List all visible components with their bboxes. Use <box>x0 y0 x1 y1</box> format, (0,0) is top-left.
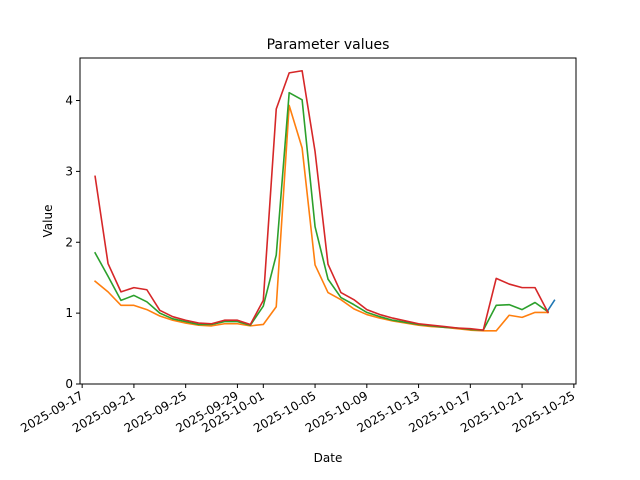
y-axis: 0 1 2 3 4 <box>65 94 80 391</box>
plot-frame <box>79 57 577 385</box>
y-tick-label: 1 <box>65 306 73 320</box>
y-tick-label: 3 <box>65 164 73 178</box>
series-line-1 <box>546 299 556 312</box>
series-layer <box>93 69 556 332</box>
series-line-2 <box>93 104 549 332</box>
x-axis-label: Date <box>314 451 343 465</box>
y-tick-label: 0 <box>65 377 73 391</box>
chart-title: Parameter values <box>267 37 390 53</box>
series-line-4 <box>94 69 550 331</box>
x-axis: 2025-09-172025-09-212025-09-252025-09-29… <box>18 384 577 435</box>
y-tick-label: 2 <box>65 235 73 249</box>
y-tick-label: 4 <box>65 94 73 108</box>
y-axis-label: Value <box>41 205 55 238</box>
